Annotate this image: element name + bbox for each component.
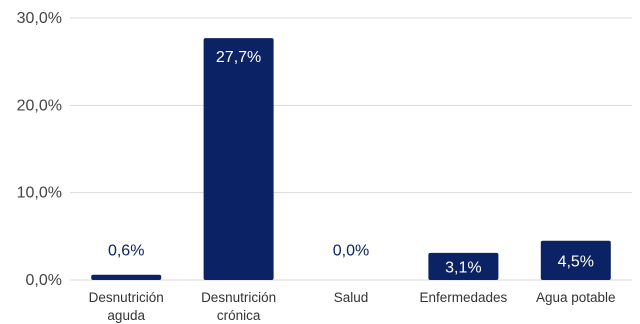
x-axis-categories: Desnutrición aguda Desnutrición crónica Salu… <box>89 290 616 323</box>
data-label: 3,1% <box>445 259 481 276</box>
data-label: 0,6% <box>108 243 144 260</box>
bars <box>91 38 611 280</box>
data-labels: 0,6% 27,7% 0,0% 3,1% 4,5% <box>108 49 594 276</box>
x-category-label: Desnutrición <box>201 290 276 305</box>
y-tick-label: 20,0% <box>17 97 62 114</box>
bar <box>91 274 162 280</box>
gridlines <box>70 17 632 281</box>
bar <box>540 240 611 280</box>
x-category-label: crónica <box>217 308 261 323</box>
y-tick-label: 30,0% <box>17 10 62 27</box>
y-tick-label: 0,0% <box>26 272 62 289</box>
x-category-label: Enfermedades <box>419 290 507 305</box>
data-label: 4,5% <box>558 253 594 270</box>
x-category-label: Desnutrición <box>89 290 164 305</box>
y-axis-ticks: 0,0% 10,0% 20,0% 30,0% <box>17 10 62 289</box>
x-category-label: Agua potable <box>536 290 616 305</box>
bar <box>428 252 499 280</box>
data-label: 0,0% <box>333 243 369 260</box>
data-label: 27,7% <box>216 49 261 66</box>
x-category-label: Salud <box>334 290 369 305</box>
bar <box>203 38 274 280</box>
x-category-label: aguda <box>107 308 145 323</box>
y-tick-label: 10,0% <box>17 185 62 202</box>
